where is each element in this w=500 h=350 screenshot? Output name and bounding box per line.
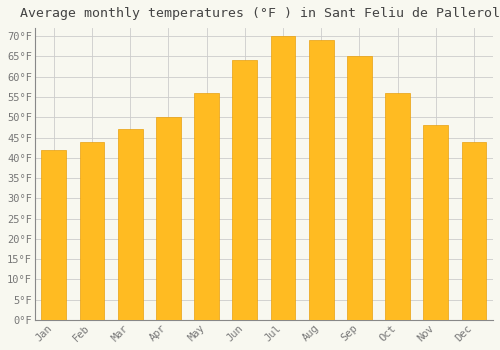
Bar (232, 61, 257, 320)
Bar (42, 150, 66, 320)
Bar (462, 141, 486, 320)
Bar (385, 93, 410, 320)
Bar (309, 40, 334, 320)
Bar (194, 93, 219, 320)
Bar (424, 125, 448, 320)
Bar (347, 56, 372, 320)
Bar (270, 36, 295, 320)
Bar (156, 117, 181, 320)
Title: Average monthly temperatures (°F ) in Sant Feliu de Pallerols: Average monthly temperatures (°F ) in Sa… (20, 7, 500, 20)
Bar (118, 130, 142, 320)
Bar (80, 141, 104, 320)
